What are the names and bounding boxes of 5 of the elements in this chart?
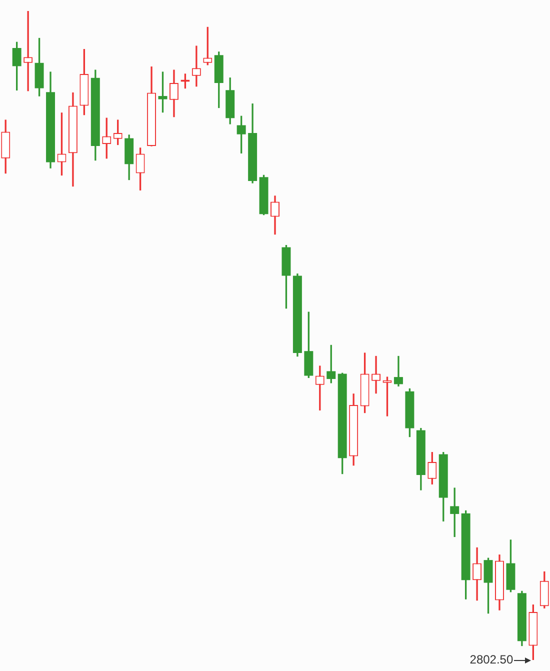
candlestick xyxy=(24,11,33,92)
annotation: 2802.50 xyxy=(470,652,514,666)
candlestick xyxy=(192,46,201,87)
candlestick xyxy=(394,356,403,386)
candlestick xyxy=(372,356,381,394)
